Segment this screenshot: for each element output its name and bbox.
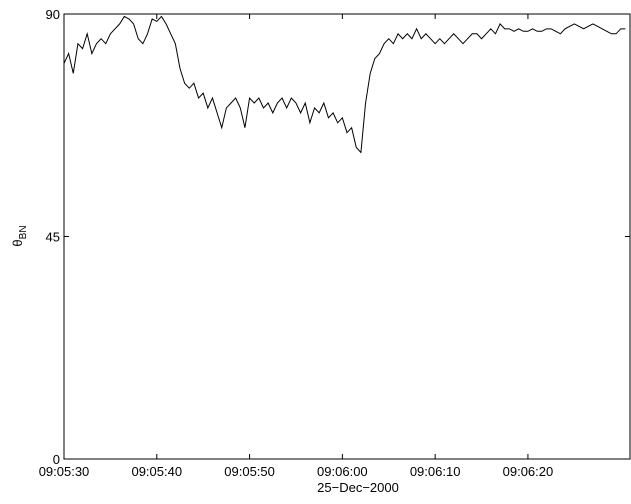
y-label-symbol: θ (10, 239, 25, 246)
data-line (63, 15, 626, 154)
x-tick-label: 09:06:00 (317, 464, 368, 479)
y-tick-label: 45 (46, 230, 60, 245)
plot-frame (63, 13, 631, 460)
y-label-subscript: BN (18, 225, 29, 239)
x-tick-label: 09:05:50 (224, 464, 275, 479)
x-tick-label: 09:06:20 (503, 464, 554, 479)
y-tick-label: 0 (53, 452, 60, 467)
y-label-text: θBN (10, 225, 29, 246)
x-tick-label: 09:06:10 (410, 464, 461, 479)
x-axis-label: 25−Dec−2000 (317, 480, 399, 495)
x-tick-label: 09:05:40 (131, 464, 182, 479)
x-tick-label: 09:05:30 (39, 464, 90, 479)
y-tick-label: 90 (46, 7, 60, 22)
y-axis-label: θBN (10, 225, 29, 246)
